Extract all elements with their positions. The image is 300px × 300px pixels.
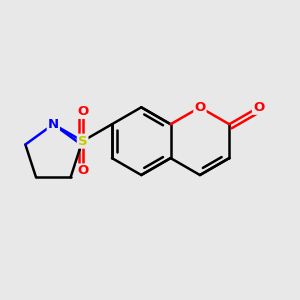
Text: O: O bbox=[77, 164, 88, 178]
Text: O: O bbox=[253, 101, 264, 114]
Text: S: S bbox=[78, 135, 87, 148]
Text: O: O bbox=[194, 101, 206, 114]
Text: O: O bbox=[77, 105, 88, 118]
Text: N: N bbox=[48, 118, 59, 131]
